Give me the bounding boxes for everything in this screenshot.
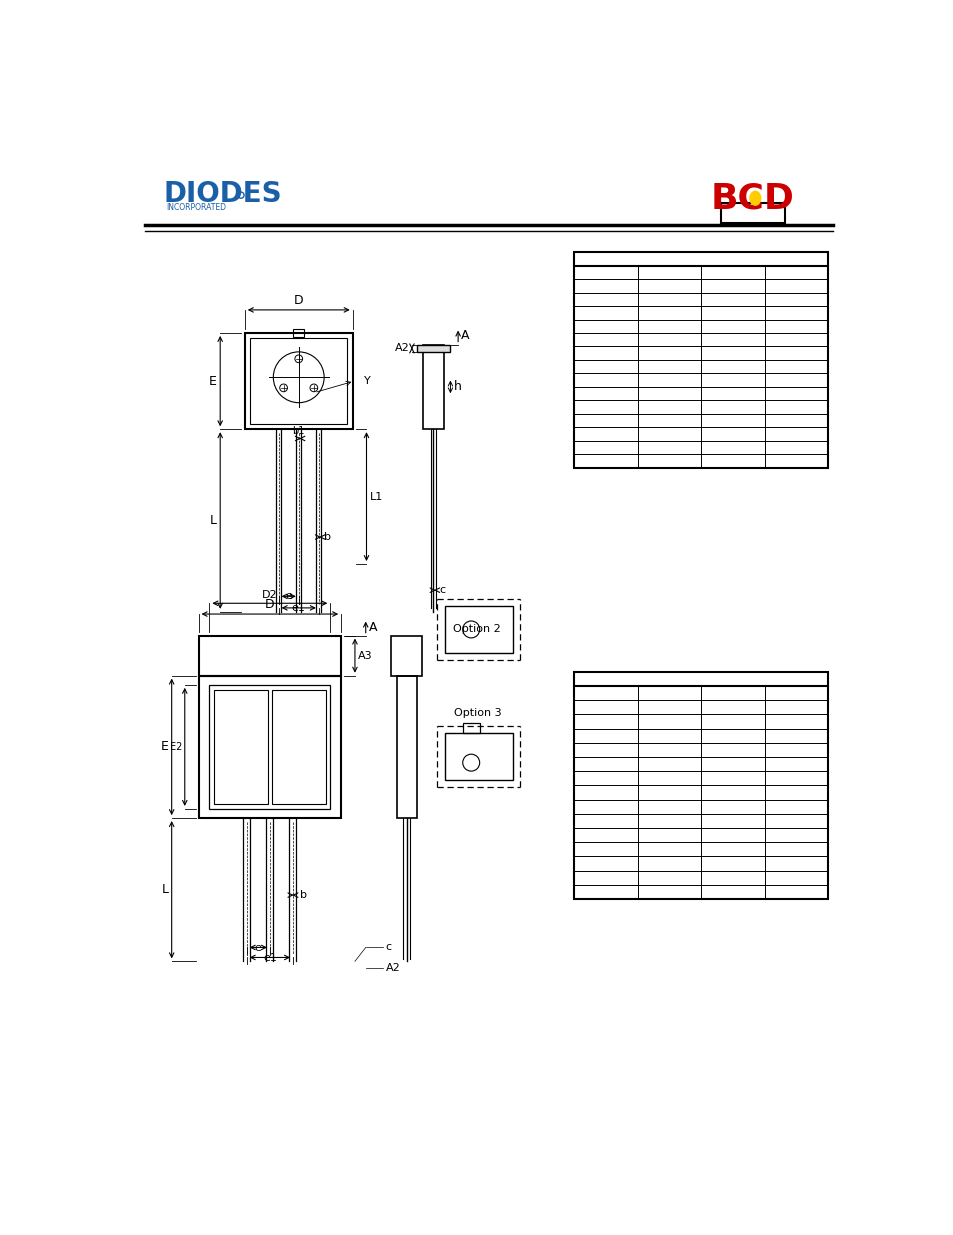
- Text: e1: e1: [292, 603, 305, 614]
- Text: Option 3: Option 3: [453, 708, 500, 718]
- Bar: [396, 676, 416, 818]
- Text: D: D: [265, 598, 274, 611]
- Bar: [198, 636, 341, 676]
- Text: c: c: [385, 942, 392, 952]
- Text: e: e: [285, 592, 292, 601]
- Bar: [198, 676, 341, 818]
- Bar: [293, 330, 304, 337]
- Bar: [213, 689, 267, 804]
- Bar: [416, 345, 449, 352]
- Text: c: c: [439, 585, 445, 595]
- Bar: [444, 606, 513, 652]
- Text: e: e: [254, 942, 261, 953]
- Bar: [444, 734, 513, 779]
- Ellipse shape: [749, 191, 760, 205]
- Text: A2: A2: [385, 963, 400, 973]
- Bar: [391, 636, 421, 676]
- Text: E: E: [160, 740, 169, 753]
- Text: b: b: [300, 890, 307, 900]
- Text: A3: A3: [357, 651, 373, 661]
- Bar: [210, 685, 330, 809]
- Text: D: D: [294, 294, 303, 306]
- Bar: [250, 338, 347, 424]
- Text: D2: D2: [262, 590, 277, 600]
- Text: INCORPORATED: INCORPORATED: [166, 203, 226, 212]
- Text: h: h: [453, 380, 461, 394]
- Bar: [422, 345, 444, 430]
- Text: L: L: [210, 514, 217, 527]
- Text: BCD: BCD: [710, 182, 794, 215]
- Text: E: E: [209, 374, 217, 388]
- Text: b1: b1: [293, 426, 305, 436]
- Text: b: b: [324, 532, 331, 542]
- Text: DIODES: DIODES: [164, 180, 282, 209]
- Bar: [462, 722, 479, 734]
- Text: E2: E2: [170, 742, 182, 752]
- Text: Y: Y: [364, 377, 371, 387]
- Text: L1: L1: [369, 492, 382, 501]
- Bar: [720, 203, 784, 222]
- Bar: [574, 252, 827, 468]
- Bar: [245, 333, 353, 430]
- Text: Option 2: Option 2: [453, 624, 500, 634]
- Bar: [574, 672, 827, 899]
- Text: e1: e1: [263, 953, 276, 963]
- Text: A: A: [460, 329, 469, 342]
- Text: A2: A2: [395, 343, 409, 353]
- Bar: [272, 689, 325, 804]
- Text: L: L: [161, 883, 169, 897]
- Text: A: A: [369, 621, 376, 634]
